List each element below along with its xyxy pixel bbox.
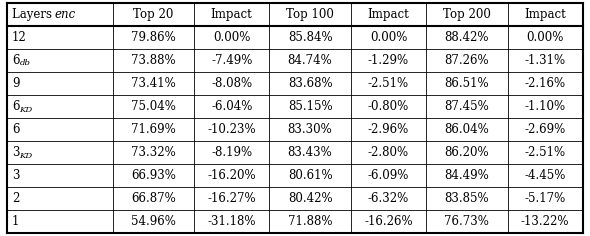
Text: 86.51%: 86.51% bbox=[444, 77, 489, 90]
Text: 3: 3 bbox=[12, 169, 19, 182]
Text: db: db bbox=[19, 59, 31, 67]
Text: -1.29%: -1.29% bbox=[368, 54, 409, 67]
Text: 86.04%: 86.04% bbox=[444, 123, 489, 136]
Text: 1: 1 bbox=[12, 215, 19, 228]
Text: -10.23%: -10.23% bbox=[207, 123, 256, 136]
Text: KD: KD bbox=[19, 152, 32, 160]
Text: -31.18%: -31.18% bbox=[208, 215, 256, 228]
Text: 86.20%: 86.20% bbox=[444, 146, 489, 159]
Text: -16.26%: -16.26% bbox=[364, 215, 413, 228]
Text: 0.00%: 0.00% bbox=[370, 31, 407, 44]
Text: Impact: Impact bbox=[368, 8, 409, 21]
Text: Top 200: Top 200 bbox=[443, 8, 491, 21]
Text: 80.42%: 80.42% bbox=[288, 192, 332, 205]
Text: -6.32%: -6.32% bbox=[368, 192, 409, 205]
Text: 85.84%: 85.84% bbox=[288, 31, 332, 44]
Text: -1.31%: -1.31% bbox=[525, 54, 566, 67]
Text: -16.20%: -16.20% bbox=[207, 169, 256, 182]
Text: 66.93%: 66.93% bbox=[131, 169, 176, 182]
Text: -2.51%: -2.51% bbox=[525, 146, 566, 159]
Text: -2.69%: -2.69% bbox=[525, 123, 566, 136]
Text: -8.08%: -8.08% bbox=[211, 77, 253, 90]
Text: 6: 6 bbox=[12, 54, 19, 67]
Text: 83.68%: 83.68% bbox=[288, 77, 332, 90]
Text: 83.85%: 83.85% bbox=[444, 192, 489, 205]
Text: 88.42%: 88.42% bbox=[445, 31, 489, 44]
Text: 84.74%: 84.74% bbox=[288, 54, 332, 67]
Text: 83.30%: 83.30% bbox=[288, 123, 332, 136]
Text: -4.45%: -4.45% bbox=[525, 169, 566, 182]
Text: KD: KD bbox=[19, 105, 32, 114]
Text: Top 20: Top 20 bbox=[133, 8, 173, 21]
Text: -16.27%: -16.27% bbox=[207, 192, 256, 205]
Text: 0.00%: 0.00% bbox=[526, 31, 564, 44]
Text: 71.69%: 71.69% bbox=[131, 123, 176, 136]
Text: 66.87%: 66.87% bbox=[131, 192, 176, 205]
Text: -1.10%: -1.10% bbox=[525, 100, 566, 113]
Text: 2: 2 bbox=[12, 192, 19, 205]
Text: 76.73%: 76.73% bbox=[444, 215, 489, 228]
Text: 12: 12 bbox=[12, 31, 27, 44]
Text: 54.96%: 54.96% bbox=[131, 215, 176, 228]
Text: 83.43%: 83.43% bbox=[288, 146, 332, 159]
Text: -13.22%: -13.22% bbox=[521, 215, 569, 228]
Text: 73.32%: 73.32% bbox=[131, 146, 176, 159]
Text: 75.04%: 75.04% bbox=[131, 100, 176, 113]
Text: 80.61%: 80.61% bbox=[288, 169, 332, 182]
Text: 84.49%: 84.49% bbox=[444, 169, 489, 182]
Text: -2.16%: -2.16% bbox=[525, 77, 566, 90]
Text: 87.26%: 87.26% bbox=[444, 54, 489, 67]
Text: Layers: Layers bbox=[12, 8, 55, 21]
Text: 79.86%: 79.86% bbox=[131, 31, 176, 44]
Text: -2.51%: -2.51% bbox=[368, 77, 409, 90]
Text: 73.41%: 73.41% bbox=[131, 77, 176, 90]
Text: -2.80%: -2.80% bbox=[368, 146, 409, 159]
Text: 0.00%: 0.00% bbox=[213, 31, 250, 44]
Text: Impact: Impact bbox=[211, 8, 253, 21]
Text: 73.88%: 73.88% bbox=[131, 54, 176, 67]
Text: 3: 3 bbox=[12, 146, 19, 159]
Text: -2.96%: -2.96% bbox=[368, 123, 409, 136]
Text: -6.09%: -6.09% bbox=[368, 169, 409, 182]
Text: -8.19%: -8.19% bbox=[211, 146, 253, 159]
Text: 87.45%: 87.45% bbox=[444, 100, 489, 113]
Text: enc: enc bbox=[54, 8, 76, 21]
Text: -6.04%: -6.04% bbox=[211, 100, 253, 113]
Text: 6: 6 bbox=[12, 123, 19, 136]
Text: -7.49%: -7.49% bbox=[211, 54, 253, 67]
Text: 71.88%: 71.88% bbox=[288, 215, 332, 228]
Text: -0.80%: -0.80% bbox=[368, 100, 409, 113]
Text: Impact: Impact bbox=[525, 8, 566, 21]
Text: 6: 6 bbox=[12, 100, 19, 113]
Text: -5.17%: -5.17% bbox=[525, 192, 566, 205]
Text: 85.15%: 85.15% bbox=[288, 100, 332, 113]
Text: Top 100: Top 100 bbox=[286, 8, 334, 21]
Text: 9: 9 bbox=[12, 77, 19, 90]
